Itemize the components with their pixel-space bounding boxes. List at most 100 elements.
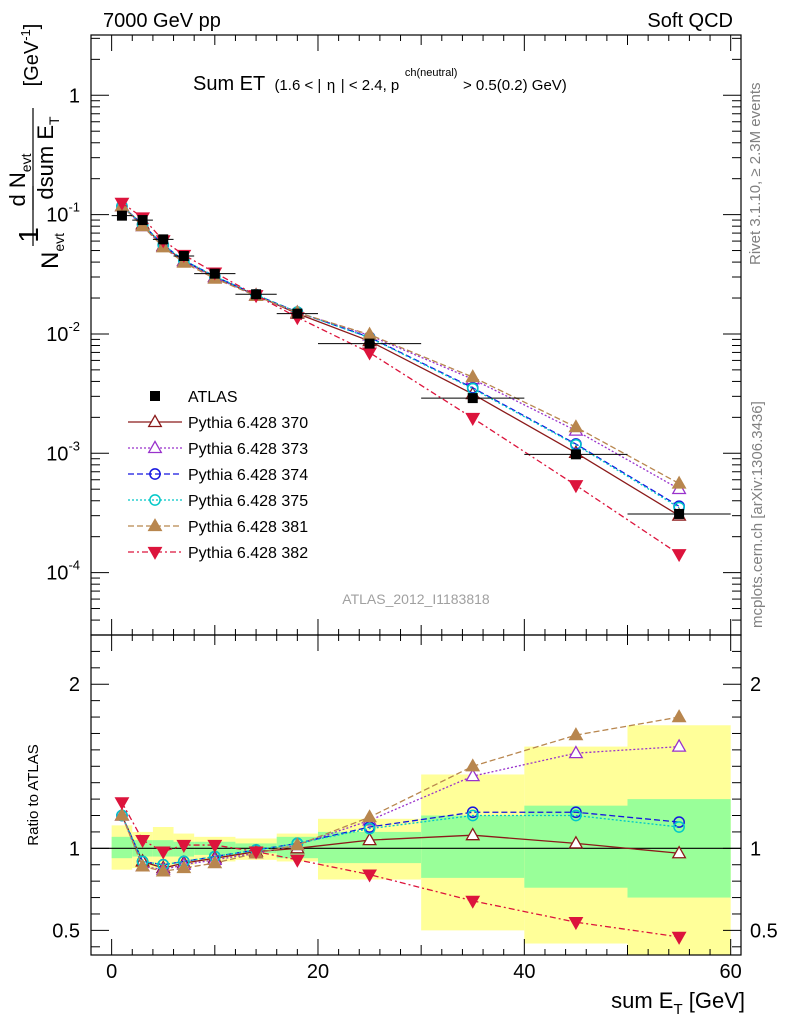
- x-axis-label: sum ET [GeV]: [611, 988, 745, 1018]
- legend-label: Pythia 6.428 382: [188, 545, 308, 562]
- atlas-data-point: [251, 289, 262, 300]
- ratio-y-tick-label-right: 2: [750, 674, 761, 696]
- ylabel-dsum-et: dsum ET: [33, 116, 62, 200]
- series-marker-ratio: [114, 807, 130, 821]
- y-tick-label: 10-1: [46, 200, 80, 227]
- legend-label: Pythia 6.428 370: [188, 415, 308, 432]
- series-marker-ratio: [289, 837, 305, 851]
- series-marker-ratio: [673, 821, 685, 833]
- title-cond-a: (1.6 < |: [274, 77, 321, 94]
- legend-marker: [147, 414, 163, 428]
- y-tick-label: 10-3: [46, 438, 80, 465]
- series-marker-ratio: [289, 854, 305, 868]
- series-line-ratio: [121, 716, 680, 872]
- title-p-sup: ch(neutral): [405, 67, 458, 79]
- series-marker-ratio: [207, 855, 223, 869]
- x-tick-label: 60: [720, 961, 742, 983]
- ratio-y-tick-label-right: 1: [750, 838, 761, 860]
- green-band-bin: [111, 836, 133, 859]
- x-tick-label: 40: [513, 961, 535, 983]
- legend-label: Pythia 6.428 381: [188, 519, 308, 536]
- legend: ATLAS Pythia 6.428 370 Pythia 6.428 373 Pyt…: [128, 389, 308, 562]
- series-marker-ratio: [362, 869, 377, 883]
- series-marker-ratio: [671, 931, 687, 945]
- ratio-panel-border: [90, 634, 742, 956]
- series-layer: [111, 197, 731, 945]
- ratio-y-tick-label: 2: [69, 674, 80, 696]
- legend-label: Pythia 6.428 375: [188, 493, 308, 510]
- series-marker-ratio: [135, 858, 151, 872]
- y-tick-label: 10-4: [46, 558, 80, 585]
- legend-label-atlas: ATLAS: [188, 389, 238, 406]
- legend-marker: [149, 468, 161, 480]
- ratio-panel-frame: 0 20 40 60 0.5 0.5 1 1 2 2: [52, 634, 778, 983]
- series-marker-ratio: [362, 832, 377, 846]
- series-marker-ratio: [362, 809, 377, 823]
- series-marker-ratio: [570, 806, 582, 819]
- analysis-id: ATLAS_2012_I1183818: [342, 591, 490, 607]
- header-right: Soft QCD: [647, 10, 733, 32]
- ratio-y-tick-label: 0.5: [52, 920, 80, 942]
- atlas-data-point: [292, 308, 303, 319]
- atlas-data-point: [467, 393, 478, 404]
- ylabel-top-one: 1: [13, 227, 44, 243]
- series-marker-ratio: [465, 895, 481, 909]
- series-marker-ratio: [114, 797, 130, 811]
- series-marker-ratio: [568, 917, 584, 931]
- series-marker-ratio: [568, 745, 584, 759]
- atlas-data-point: [116, 210, 127, 221]
- title-main: Sum ET: [193, 73, 265, 95]
- series-line-main: [121, 205, 680, 507]
- x-tick-label: 20: [307, 961, 329, 983]
- series-marker-ratio: [466, 809, 479, 822]
- series-marker-ratio: [671, 845, 687, 859]
- series-marker-ratio: [671, 738, 687, 752]
- title-cond-b: | < 2.4, p: [341, 77, 400, 94]
- ylabel-evt-n: Nevt: [37, 233, 67, 269]
- ratio-y-tick-label-right: 0.5: [750, 920, 778, 942]
- series-marker-ratio: [465, 768, 481, 782]
- atlas-data-point: [570, 449, 581, 460]
- main-panel-frame: 1 10-1 10-2 10-3 10-4: [46, 34, 742, 636]
- series-marker-ratio: [363, 822, 376, 835]
- legend-label: Pythia 6.428 374: [188, 467, 308, 484]
- y-tick-label: 10-2: [46, 319, 80, 346]
- ratio-y-tick-label: 1: [69, 838, 80, 860]
- series-marker-main: [568, 419, 584, 433]
- legend-label: Pythia 6.428 373: [188, 441, 308, 458]
- series-marker-main: [114, 197, 130, 211]
- series-marker-ratio: [568, 727, 584, 741]
- atlas-data-point: [158, 234, 169, 245]
- series-marker-ratio: [671, 709, 687, 723]
- ylabel-dn: d Nevt: [5, 153, 34, 206]
- series-marker-ratio: [207, 839, 223, 853]
- legend-marker: [149, 494, 161, 506]
- series-marker-main: [465, 369, 481, 383]
- series-marker-ratio: [465, 758, 481, 772]
- series-marker-main: [362, 347, 377, 361]
- ylabel-unit: [GeV-1]: [18, 24, 43, 87]
- series-marker-ratio: [155, 863, 171, 877]
- green-band-bin: [421, 815, 525, 878]
- main-y-axis-label: 1 Nevt d Nevt dsum ET [GeV-1]: [5, 24, 67, 269]
- ratio-uncertainty-bands: [111, 725, 731, 955]
- series-marker-ratio: [673, 816, 685, 828]
- atlas-data-point: [364, 338, 375, 349]
- series-marker-ratio: [135, 834, 151, 849]
- legend-marker: [147, 518, 163, 532]
- title-cond-c: > 0.5(0.2) GeV): [463, 77, 567, 94]
- series-marker-ratio: [176, 860, 192, 874]
- series-line-ratio: [121, 745, 680, 871]
- series-line-ratio: [121, 802, 680, 938]
- series-marker-ratio: [248, 846, 264, 860]
- atlas-data-point: [178, 250, 189, 261]
- series-marker-ratio: [570, 809, 582, 822]
- x-tick-label: 0: [106, 961, 117, 983]
- series-marker-ratio: [155, 846, 171, 860]
- series-marker-main: [465, 412, 481, 426]
- ratio-y-axis-label: Ratio to ATLAS: [25, 744, 42, 845]
- series-marker-main: [568, 480, 584, 494]
- series-marker-ratio: [568, 835, 584, 849]
- atlas-data-point: [674, 508, 685, 519]
